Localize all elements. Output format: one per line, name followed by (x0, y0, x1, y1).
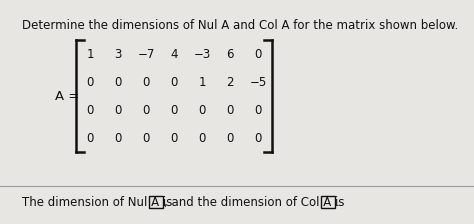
Text: −3: −3 (193, 47, 210, 60)
Text: 2: 2 (226, 75, 234, 88)
Text: 0: 0 (86, 75, 94, 88)
Text: 0: 0 (198, 131, 206, 144)
Text: 0: 0 (142, 75, 150, 88)
Text: 0: 0 (255, 47, 262, 60)
Text: 0: 0 (142, 131, 150, 144)
Bar (321, 196, 335, 208)
Text: 0: 0 (142, 103, 150, 116)
Text: , and the dimension of Col A is: , and the dimension of Col A is (164, 196, 345, 209)
Text: 0: 0 (170, 131, 178, 144)
Text: 0: 0 (114, 103, 122, 116)
Text: 1: 1 (198, 75, 206, 88)
Text: 0: 0 (86, 103, 94, 116)
Text: 0: 0 (198, 103, 206, 116)
Text: 0: 0 (170, 75, 178, 88)
Text: 6: 6 (226, 47, 234, 60)
Text: −7: −7 (137, 47, 155, 60)
Bar (149, 196, 163, 208)
Text: 0: 0 (255, 131, 262, 144)
Text: 0: 0 (86, 131, 94, 144)
Text: 0: 0 (170, 103, 178, 116)
Text: 0: 0 (255, 103, 262, 116)
Text: 3: 3 (114, 47, 122, 60)
Text: .: . (336, 196, 340, 209)
Text: 0: 0 (114, 131, 122, 144)
Text: 0: 0 (114, 75, 122, 88)
Text: 0: 0 (226, 131, 234, 144)
Text: 4: 4 (170, 47, 178, 60)
Text: 0: 0 (226, 103, 234, 116)
Text: −5: −5 (249, 75, 266, 88)
Text: Determine the dimensions of Nul A and Col A for the matrix shown below.: Determine the dimensions of Nul A and Co… (22, 19, 458, 32)
Text: A =: A = (55, 90, 79, 103)
Text: The dimension of Nul A is: The dimension of Nul A is (22, 196, 173, 209)
Text: 1: 1 (86, 47, 94, 60)
